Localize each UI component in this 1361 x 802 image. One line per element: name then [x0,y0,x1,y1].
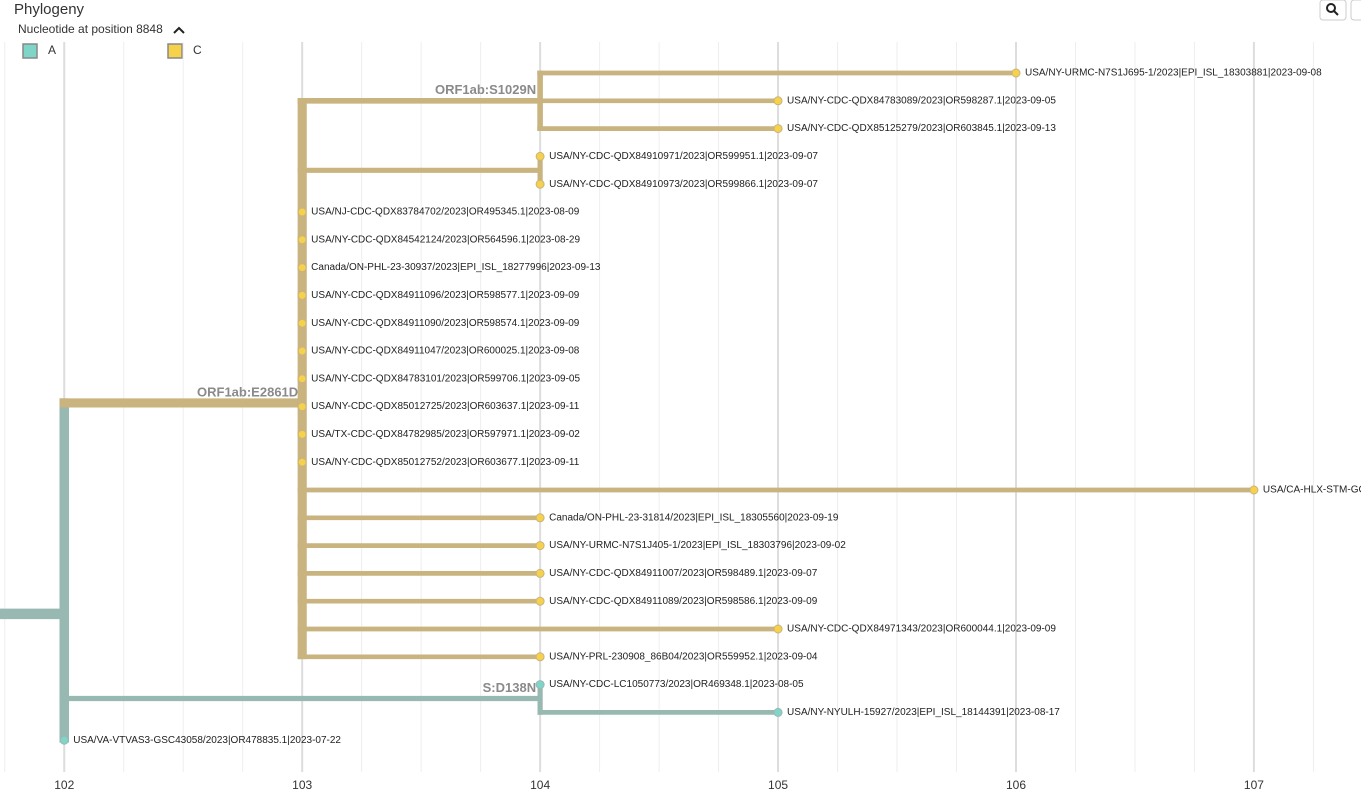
tip [297,207,307,217]
tip-label: USA/NY-CDC-QDX84911096/2023|OR598577.1|2… [311,290,580,301]
tip-label: USA/NY-CDC-QDX84910971/2023|OR599951.1|2… [549,151,818,162]
tip [297,346,307,356]
tip-label: USA/NY-URMC-N7S1J405-1/2023|EPI_ISL_1830… [549,540,846,551]
tip [59,735,69,745]
legend-swatch [167,43,183,59]
tip-label: USA/NY-CDC-QDX85012752/2023|OR603677.1|2… [311,457,580,468]
tip [535,541,545,551]
x-tick-label: 103 [292,778,312,792]
collapse-icon[interactable] [173,26,185,34]
tip [535,596,545,606]
tip-label: Canada/ON-PHL-23-30937/2023|EPI_ISL_1827… [311,262,601,273]
tip [1249,485,1259,495]
zoom-button[interactable] [1350,0,1361,21]
color-by: Nucleotide at position 8848 [18,22,163,36]
tip [297,429,307,439]
tip-label: USA/CA-HLX-STM-GC [1263,485,1361,496]
x-tick-label: 104 [530,778,550,792]
tip [535,680,545,690]
tip-label: Canada/ON-PHL-23-31814/2023|EPI_ISL_1830… [549,512,839,523]
tip [1011,68,1021,78]
tip [773,624,783,634]
legend-swatch [22,43,38,59]
tip-label: USA/VA-VTVAS3-GSC43058/2023|OR478835.1|2… [73,735,341,746]
tip-label: USA/NY-NYULH-15927/2023|EPI_ISL_18144391… [787,707,1060,718]
tip [297,263,307,273]
x-tick-label: 106 [1006,778,1026,792]
tip-label: USA/NY-CDC-QDX85125279/2023|OR603845.1|2… [787,123,1056,134]
tip [773,96,783,106]
tip [535,652,545,662]
tip-label: USA/NY-URMC-N7S1J695-1/2023|EPI_ISL_1830… [1025,68,1322,79]
tip [535,513,545,523]
tip-label: USA/NY-CDC-QDX84971343/2023|OR600044.1|2… [787,624,1056,635]
tip-label: USA/NY-PRL-230908_86B04/2023|OR559952.1|… [549,651,818,662]
tip-label: USA/NY-CDC-QDX84542124/2023|OR564596.1|2… [311,234,580,245]
tip-label: USA/NY-CDC-QDX84911089/2023|OR598586.1|2… [549,596,818,607]
tip [535,179,545,189]
tip [297,374,307,384]
tip-label: USA/NY-CDC-QDX84911007/2023|OR598489.1|2… [549,568,818,579]
tip [773,124,783,134]
tip [297,318,307,328]
tip-label: USA/TX-CDC-QDX84782985/2023|OR597971.1|2… [311,429,580,440]
tip-label: USA/NY-CDC-QDX84783089/2023|OR598287.1|2… [787,95,1056,106]
tip-label: USA/NY-CDC-LC1050773/2023|OR469348.1|202… [549,679,804,690]
mutation-label: ORF1ab:S1029N [435,82,536,97]
tip [297,402,307,412]
x-tick-label: 102 [54,778,74,792]
tip [297,457,307,467]
tip [535,151,545,161]
tip [773,707,783,717]
mutation-label: S:D138N [483,680,536,695]
tip-label: USA/NY-CDC-QDX84783101/2023|OR599706.1|2… [311,373,580,384]
tip [535,568,545,578]
tip [297,290,307,300]
mutation-label: ORF1ab:E2861D [197,384,298,399]
title: Phylogeny [14,1,85,18]
tip-label: USA/NY-CDC-QDX85012725/2023|OR603637.1|2… [311,401,580,412]
tip-label: USA/NY-CDC-QDX84911047/2023|OR600025.1|2… [311,346,580,357]
legend-label: A [48,43,56,57]
tip [297,235,307,245]
legend-label: C [193,43,202,57]
x-tick-label: 107 [1244,778,1264,792]
tip-label: USA/NJ-CDC-QDX83784702/2023|OR495345.1|2… [311,207,580,218]
zoom-button[interactable] [1319,0,1347,21]
tip-label: USA/NY-CDC-QDX84910973/2023|OR599866.1|2… [549,179,818,190]
x-tick-label: 105 [768,778,788,792]
tip-label: USA/NY-CDC-QDX84911090/2023|OR598574.1|2… [311,318,580,329]
